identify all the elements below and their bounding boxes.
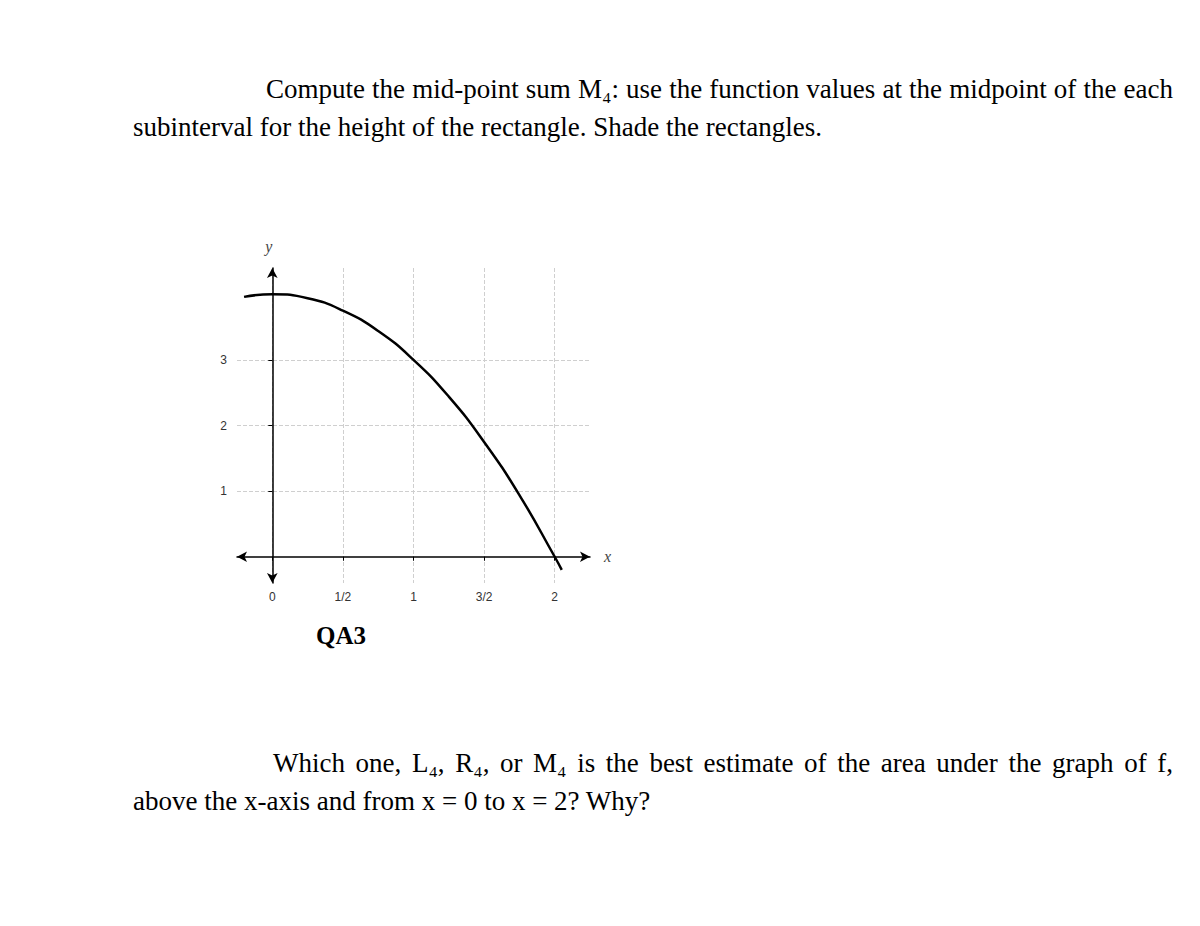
- svg-text:1: 1: [220, 484, 227, 498]
- svg-text:y: y: [263, 238, 273, 256]
- html-text:Which one, L₄, R₄, or M₄ is th: Which one, L₄, R₄, or M₄ is the best est…: [133, 748, 1173, 816]
- svg-text:2: 2: [551, 590, 558, 604]
- svg-text:3: 3: [220, 353, 227, 367]
- html-text:QA3: QA3: [316, 622, 366, 649]
- svg-text:1/2: 1/2: [335, 590, 352, 604]
- svg-text:2: 2: [220, 419, 227, 433]
- svg-text:3/2: 3/2: [476, 590, 493, 604]
- html-text:Compute the mid-point sum M₄:: Compute the mid-point sum M₄: use the fu…: [133, 74, 1173, 142]
- svg-text:1: 1: [410, 590, 417, 604]
- svg-text:x: x: [603, 548, 611, 565]
- svg-text:0: 0: [269, 590, 276, 604]
